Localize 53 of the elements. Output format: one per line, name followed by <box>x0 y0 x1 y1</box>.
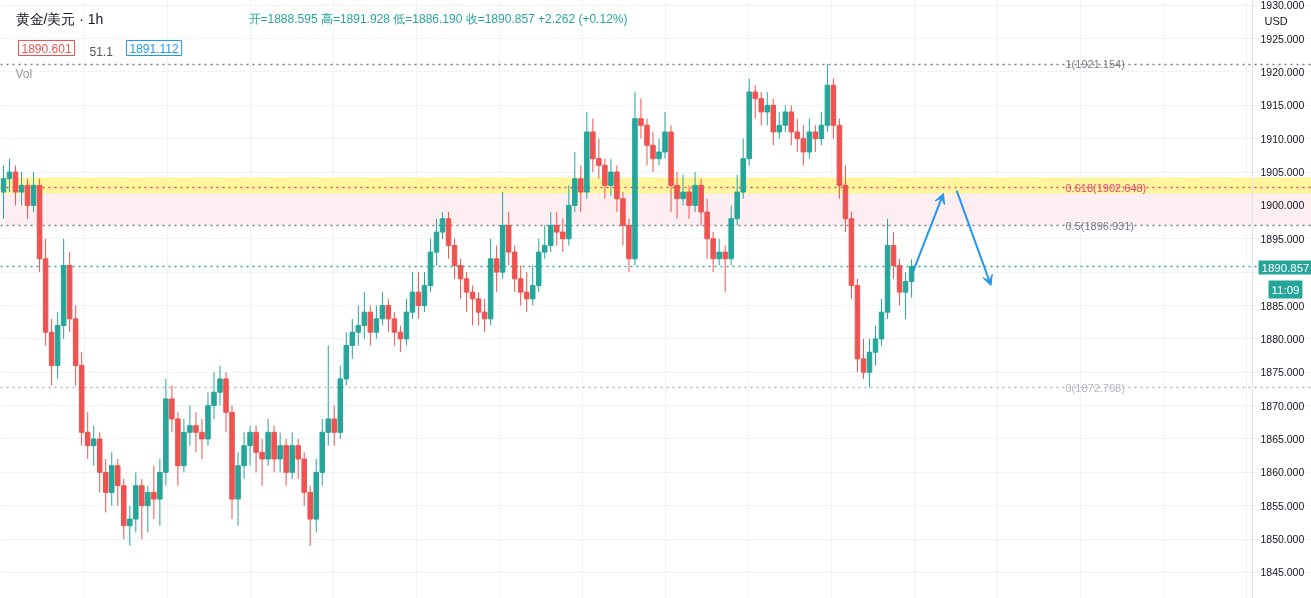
y-tick-label: 1900.000 <box>1260 199 1305 212</box>
annotation: 1890.857 <box>1261 261 1310 274</box>
candlestick <box>722 244 728 293</box>
y-tick-label: 1860.000 <box>1260 466 1305 479</box>
y-tick-label: 1920.000 <box>1260 65 1305 78</box>
candlestick <box>686 184 692 220</box>
candlestick <box>812 124 819 153</box>
y-tick-label: 1915.000 <box>1260 99 1305 112</box>
annotation: 1891.112 <box>129 41 179 56</box>
candlestick <box>24 178 31 220</box>
y-tick-label: 1910.000 <box>1260 132 1305 145</box>
candlestick <box>578 164 584 213</box>
candlestick <box>151 465 157 520</box>
candlestick <box>277 431 283 473</box>
ref-line-label: 0.618(1902.648) <box>1065 181 1147 194</box>
annotation: USD <box>1264 14 1288 27</box>
y-tick-label: 1925.000 <box>1260 32 1305 45</box>
annotation: 1890.601 <box>21 41 72 56</box>
y-tick-label: 1930.000 <box>1260 0 1305 12</box>
candlestick <box>493 244 500 293</box>
annotation: Vol <box>15 66 33 81</box>
candlestick <box>692 171 698 213</box>
candlestick <box>367 305 374 347</box>
candlestick <box>18 171 25 206</box>
y-tick-label: 1845.000 <box>1260 566 1305 579</box>
candlestick <box>806 118 813 160</box>
text: 黄金/美元 · 1h <box>15 10 104 27</box>
y-tick-label: 1850.000 <box>1260 533 1305 546</box>
candlestick <box>30 171 37 213</box>
y-tick-label: 1875.000 <box>1260 366 1305 379</box>
ref-line-label: 0(1872.708) <box>1065 381 1125 394</box>
y-tick-label: 1885.000 <box>1260 299 1305 312</box>
y-tick-label: 1905.000 <box>1260 166 1305 179</box>
candlestick <box>716 238 722 266</box>
candlestick <box>12 164 19 206</box>
ref-line-label: 0.5(1896.931) <box>1065 219 1134 232</box>
candlestick <box>764 91 771 126</box>
y-tick-label: 1865.000 <box>1260 432 1305 445</box>
candlestick <box>415 271 422 320</box>
candlestick <box>139 478 145 540</box>
candlestick <box>145 485 151 533</box>
y-tick-label: 1855.000 <box>1260 499 1305 512</box>
candlestick <box>331 405 338 447</box>
y-tick-label: 1880.000 <box>1260 332 1305 345</box>
annotation: 开=1888.595 高=1891.928 低=1886.190 收=1890.857 +2.262 (+0.12%) <box>248 11 628 26</box>
y-tick-label: 1870.000 <box>1260 399 1305 412</box>
ref-line-label: 1(1921.154) <box>1065 58 1125 71</box>
y-tick-label: 1895.000 <box>1260 232 1305 245</box>
annotation: 11:09 <box>1271 283 1300 296</box>
annotation: 51.1 <box>89 44 114 59</box>
candlestick <box>90 425 97 467</box>
candlestick <box>680 174 686 206</box>
candlestick <box>608 158 614 197</box>
